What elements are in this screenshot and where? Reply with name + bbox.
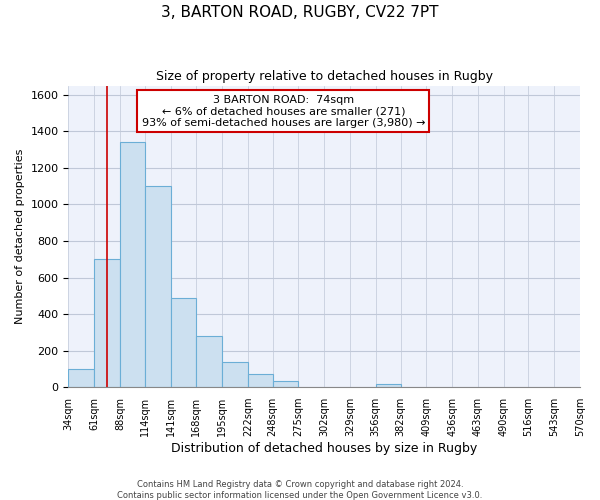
Bar [170, 298, 196, 387]
Text: 3, BARTON ROAD, RUGBY, CV22 7PT: 3, BARTON ROAD, RUGBY, CV22 7PT [161, 5, 439, 20]
Bar [376, 384, 401, 387]
Bar [196, 336, 222, 387]
X-axis label: Distribution of detached houses by size in Rugby: Distribution of detached houses by size … [171, 442, 478, 455]
Bar [145, 186, 170, 387]
Title: Size of property relative to detached houses in Rugby: Size of property relative to detached ho… [156, 70, 493, 83]
Bar [222, 362, 248, 387]
Bar [68, 369, 94, 387]
Bar [94, 259, 120, 387]
Bar [248, 374, 272, 387]
Text: 3 BARTON ROAD:  74sqm
← 6% of detached houses are smaller (271)
93% of semi-deta: 3 BARTON ROAD: 74sqm ← 6% of detached ho… [142, 94, 425, 128]
Bar [272, 381, 298, 387]
Y-axis label: Number of detached properties: Number of detached properties [15, 148, 25, 324]
Bar [120, 142, 145, 387]
Text: Contains HM Land Registry data © Crown copyright and database right 2024.
Contai: Contains HM Land Registry data © Crown c… [118, 480, 482, 500]
